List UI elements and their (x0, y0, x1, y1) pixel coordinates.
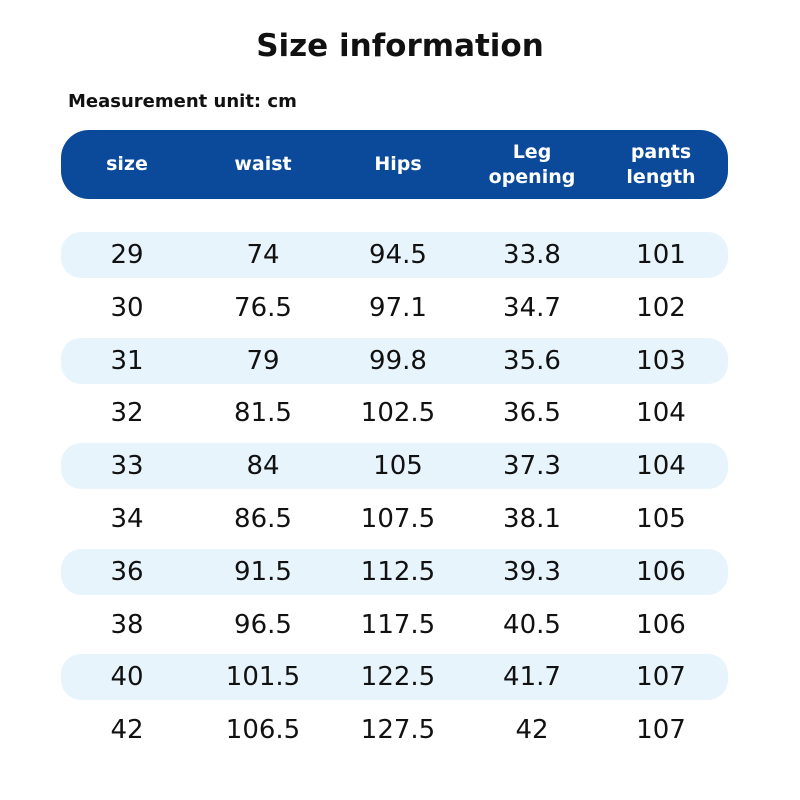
cell-pants-length: 101 (636, 240, 686, 270)
cell-hips: 105 (373, 451, 423, 481)
column-header-size: size (106, 153, 148, 175)
table-row: 34 86.5 107.5 38.1 105 (61, 496, 728, 542)
cell-pants-length: 104 (636, 451, 686, 481)
cell-leg-opening: 37.3 (503, 451, 561, 481)
cell-waist: 106.5 (225, 715, 301, 745)
cell-hips: 99.8 (369, 346, 427, 376)
cell-pants-length: 105 (636, 504, 686, 534)
cell-leg-opening: 40.5 (503, 610, 561, 640)
cell-hips: 94.5 (369, 240, 427, 270)
cell-hips: 102.5 (360, 398, 436, 428)
cell-waist: 76.5 (234, 293, 292, 323)
cell-waist: 101.5 (225, 662, 301, 692)
cell-hips: 97.1 (369, 293, 427, 323)
cell-pants-length: 106 (636, 610, 686, 640)
cell-waist: 86.5 (234, 504, 292, 534)
table-row: 29 74 94.5 33.8 101 (61, 232, 728, 278)
table-row: 38 96.5 117.5 40.5 106 (61, 602, 728, 648)
cell-size: 36 (110, 557, 144, 587)
cell-waist: 91.5 (234, 557, 292, 587)
cell-waist: 96.5 (234, 610, 292, 640)
table-row: 31 79 99.8 35.6 103 (61, 338, 728, 384)
cell-leg-opening: 38.1 (503, 504, 561, 534)
table-row: 32 81.5 102.5 36.5 104 (61, 390, 728, 436)
cell-hips: 107.5 (360, 504, 436, 534)
column-header-hips: Hips (374, 153, 422, 175)
table-row: 33 84 105 37.3 104 (61, 443, 728, 489)
cell-hips: 117.5 (360, 610, 436, 640)
cell-pants-length: 107 (636, 662, 686, 692)
table-row: 30 76.5 97.1 34.7 102 (61, 285, 728, 331)
cell-hips: 112.5 (360, 557, 436, 587)
cell-size: 32 (110, 398, 144, 428)
cell-waist: 81.5 (234, 398, 292, 428)
cell-hips: 122.5 (360, 662, 436, 692)
page-title: Size information (256, 28, 544, 64)
column-header-pants-length: pants length (626, 140, 696, 188)
table-header: size waist Hips Leg opening pants length (61, 130, 728, 199)
table-row: 42 106.5 127.5 42 107 (61, 707, 728, 753)
cell-size: 29 (110, 240, 144, 270)
cell-leg-opening: 36.5 (503, 398, 561, 428)
cell-pants-length: 104 (636, 398, 686, 428)
cell-waist: 79 (246, 346, 280, 376)
cell-size: 42 (110, 715, 144, 745)
cell-waist: 74 (246, 240, 280, 270)
cell-size: 40 (110, 662, 144, 692)
cell-pants-length: 107 (636, 715, 686, 745)
column-header-leg-opening: Leg opening (488, 140, 576, 188)
cell-leg-opening: 41.7 (503, 662, 561, 692)
cell-size: 31 (110, 346, 144, 376)
table-row: 36 91.5 112.5 39.3 106 (61, 549, 728, 595)
table-row: 40 101.5 122.5 41.7 107 (61, 654, 728, 700)
cell-pants-length: 103 (636, 346, 686, 376)
cell-leg-opening: 34.7 (503, 293, 561, 323)
cell-size: 33 (110, 451, 144, 481)
cell-leg-opening: 33.8 (503, 240, 561, 270)
cell-leg-opening: 42 (515, 715, 549, 745)
column-header-waist: waist (234, 153, 292, 175)
cell-pants-length: 102 (636, 293, 686, 323)
cell-leg-opening: 35.6 (503, 346, 561, 376)
cell-leg-opening: 39.3 (503, 557, 561, 587)
cell-waist: 84 (246, 451, 280, 481)
cell-size: 30 (110, 293, 144, 323)
measurement-unit-label: Measurement unit: cm (68, 91, 297, 112)
cell-size: 38 (110, 610, 144, 640)
cell-size: 34 (110, 504, 144, 534)
cell-pants-length: 106 (636, 557, 686, 587)
cell-hips: 127.5 (360, 715, 436, 745)
